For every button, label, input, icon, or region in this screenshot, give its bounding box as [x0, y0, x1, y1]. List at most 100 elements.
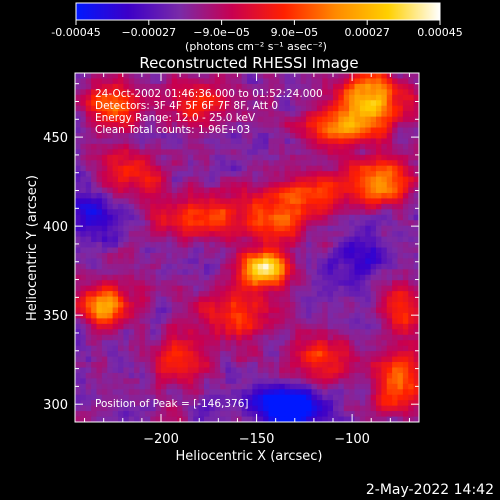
heatmap-cell — [182, 176, 189, 183]
heatmap-cell — [241, 394, 248, 401]
heatmap-cell — [343, 111, 350, 118]
heatmap-cell — [134, 274, 140, 281]
heatmap-cell — [322, 143, 329, 150]
heatmap-cell — [257, 225, 264, 232]
heatmap-cell — [247, 122, 253, 128]
heatmap-cell — [204, 198, 210, 205]
heatmap-cell — [139, 258, 146, 265]
heatmap-cell — [220, 378, 226, 385]
heatmap-cell — [263, 269, 269, 276]
heatmap-cell — [290, 367, 296, 374]
heatmap-cell — [359, 334, 366, 341]
heatmap-cell — [247, 263, 253, 270]
heatmap-cell — [257, 356, 264, 363]
heatmap-cell — [359, 329, 366, 336]
heatmap-cell — [365, 149, 372, 156]
heatmap-cell — [322, 312, 329, 319]
heatmap-cell — [386, 389, 393, 396]
heatmap-cell — [386, 252, 393, 259]
heatmap-cell — [279, 394, 286, 401]
heatmap-cell — [75, 269, 81, 276]
heatmap-cell — [279, 356, 286, 363]
heatmap-cell — [300, 160, 307, 167]
heatmap-cell — [166, 83, 173, 90]
heatmap-cell — [354, 78, 361, 85]
heatmap-cell — [397, 154, 404, 161]
heatmap-cell — [230, 252, 237, 259]
heatmap-cell — [166, 405, 173, 412]
heatmap-cell — [123, 138, 130, 145]
heatmap-cell — [257, 274, 264, 281]
heatmap-cell — [182, 154, 189, 161]
heatmap-cell — [198, 143, 205, 150]
heatmap-cell — [376, 389, 382, 396]
heatmap-cell — [295, 356, 302, 363]
heatmap-cell — [166, 100, 173, 107]
heatmap-cell — [225, 182, 232, 188]
heatmap-cell — [112, 302, 119, 308]
heatmap-cell — [134, 231, 140, 237]
heatmap-cell — [80, 182, 87, 188]
heatmap-cell — [123, 416, 130, 423]
heatmap-cell — [230, 187, 237, 194]
heatmap-cell — [327, 307, 334, 314]
heatmap-cell — [128, 318, 135, 325]
heatmap-cell — [187, 394, 194, 401]
heatmap-cell — [193, 143, 200, 150]
heatmap-cell — [402, 89, 409, 96]
heatmap-cell — [101, 334, 108, 341]
heatmap-cell — [209, 383, 216, 390]
heatmap-cell — [343, 340, 350, 347]
heatmap-cell — [386, 192, 393, 199]
heatmap-cell — [75, 389, 81, 396]
heatmap-cell — [306, 383, 312, 390]
heatmap-cell — [139, 389, 146, 396]
heatmap-cell — [230, 225, 237, 232]
plot-frame — [74, 72, 420, 423]
heatmap-cell — [257, 312, 264, 319]
heatmap-cell — [257, 367, 264, 374]
heatmap-cell — [263, 220, 269, 227]
heatmap-cell — [96, 416, 103, 423]
heatmap-cell — [333, 154, 339, 161]
heatmap-cell — [139, 312, 146, 319]
heatmap-cell — [187, 334, 194, 341]
heatmap-cell — [171, 154, 178, 161]
heatmap-cell — [225, 247, 232, 254]
heatmap-cell — [155, 209, 162, 216]
heatmap-cell — [91, 269, 97, 276]
heatmap-cell — [230, 340, 237, 347]
heatmap-cell — [268, 285, 275, 292]
heatmap-cell — [397, 312, 404, 319]
heatmap-cell — [161, 334, 167, 341]
heatmap-cell — [166, 247, 173, 254]
heatmap-cell — [187, 236, 194, 243]
heatmap-cell — [247, 280, 253, 287]
heatmap-cell — [144, 383, 151, 390]
heatmap-cell — [118, 100, 124, 107]
heatmap-cell — [112, 105, 119, 112]
heatmap-cell — [171, 356, 178, 363]
heatmap-cell — [397, 263, 404, 270]
heatmap-cell — [295, 236, 302, 243]
heatmap-cell — [134, 192, 140, 199]
heatmap-cell — [392, 225, 398, 232]
heatmap-cell — [402, 302, 409, 308]
heatmap-cell — [144, 176, 151, 183]
heatmap-cell — [171, 258, 178, 265]
heatmap-cell — [220, 160, 226, 167]
heatmap-cell — [322, 258, 329, 265]
heatmap-cell — [322, 176, 329, 183]
heatmap-cell — [101, 220, 108, 227]
heatmap-cell — [290, 176, 296, 183]
heatmap-cell — [230, 78, 237, 85]
heatmap-cell — [370, 269, 377, 276]
heatmap-cell — [193, 138, 200, 145]
heatmap-cell — [144, 154, 151, 161]
heatmap-cell — [171, 383, 178, 390]
heatmap-cell — [187, 340, 194, 347]
heatmap-cell — [128, 291, 135, 297]
heatmap-cell — [241, 111, 248, 118]
heatmap-cell — [166, 389, 173, 396]
